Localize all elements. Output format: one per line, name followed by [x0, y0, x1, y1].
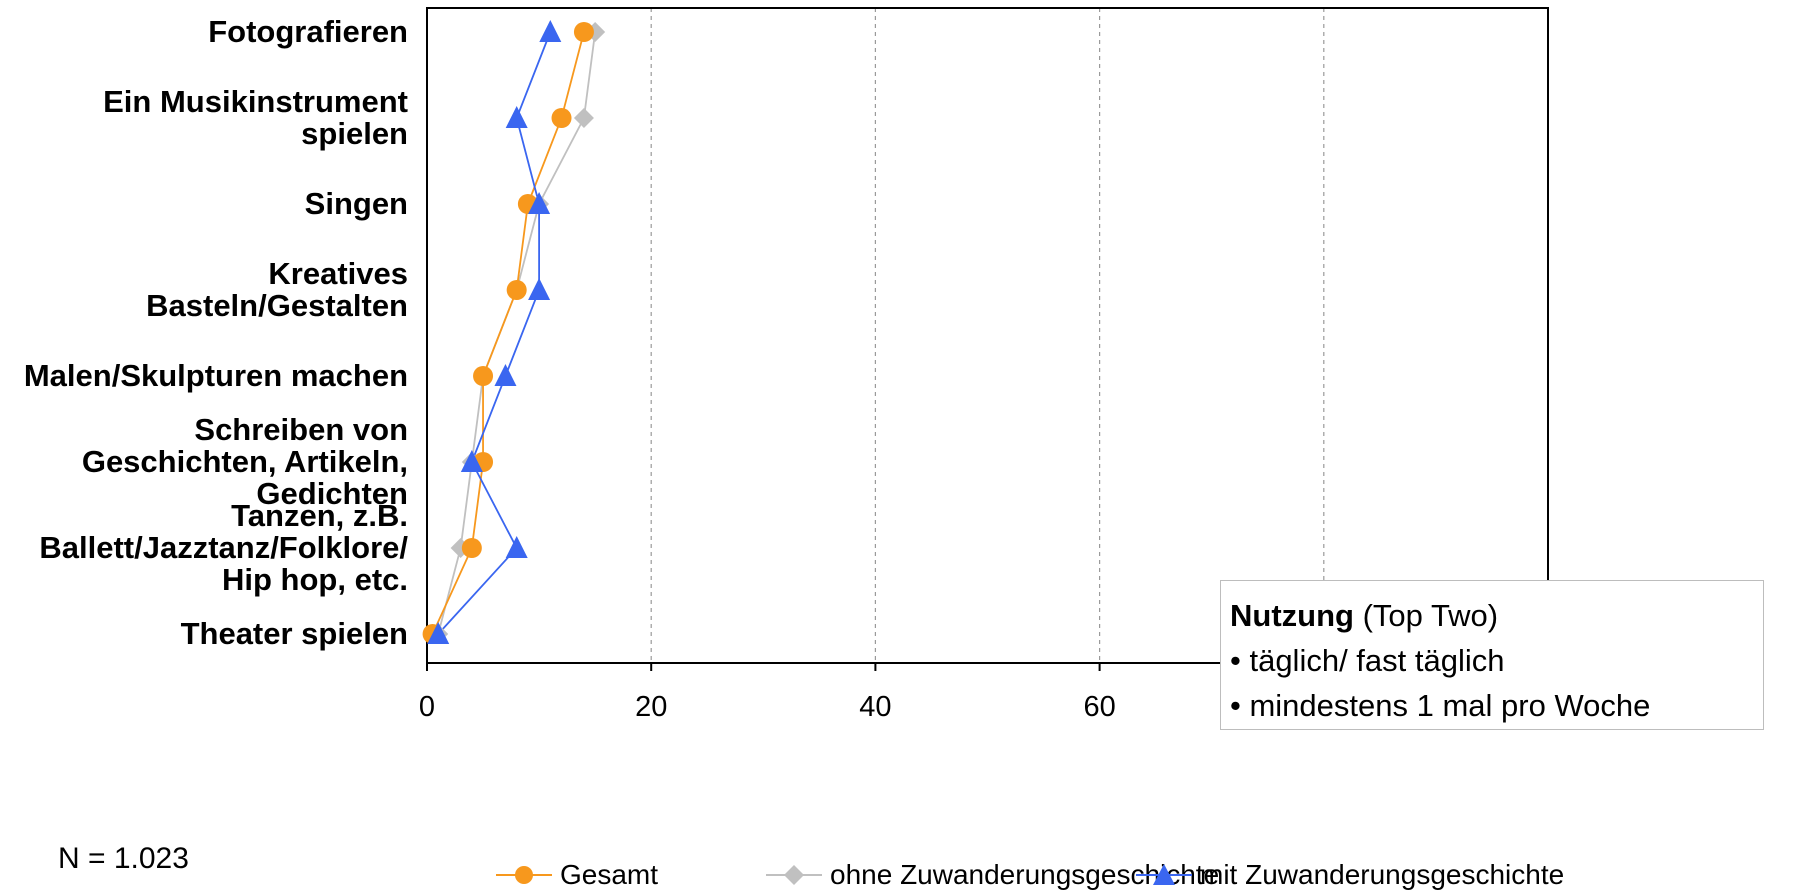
data-point-circle	[573, 22, 594, 42]
category-label: Theater spielen	[181, 616, 408, 651]
category-label: Fotografieren	[208, 14, 408, 49]
category-label: spielen	[301, 116, 408, 151]
info-box: Nutzung (Top Two) • täglich/ fast täglic…	[1220, 580, 1764, 730]
x-tick-label: 60	[1083, 691, 1115, 723]
legend-item-mit: mit Zuwanderungsgeschichte	[1134, 855, 1564, 895]
data-point-diamond	[573, 108, 594, 128]
info-box-line-1: • täglich/ fast täglich	[1230, 643, 1505, 678]
data-point-triangle	[427, 622, 450, 644]
category-label: Schreiben von	[194, 412, 408, 447]
category-label: Ein Musikinstrument	[103, 84, 408, 119]
category-label: Kreatives	[268, 256, 408, 291]
category-label: Malen/Skulpturen machen	[24, 358, 408, 393]
series-group	[422, 20, 606, 644]
data-point-triangle	[528, 192, 551, 214]
category-label: Singen	[305, 186, 408, 221]
legend-diamond-icon	[766, 865, 822, 885]
legend-triangle-icon	[1136, 864, 1192, 885]
category-label: Geschichten, Artikeln,	[82, 444, 408, 479]
x-tick-label: 0	[419, 691, 435, 723]
info-box-line-2: • mindestens 1 mal pro Woche	[1230, 688, 1651, 723]
category-label: Tanzen, z.B.	[231, 498, 408, 533]
series-line-circle	[431, 31, 585, 635]
data-point-triangle	[460, 450, 483, 472]
data-point-circle	[461, 538, 482, 558]
legend-item-gesamt: Gesamt	[494, 855, 658, 895]
info-box-title-line: Nutzung (Top Two)	[1230, 593, 1763, 638]
info-box-title: Nutzung	[1230, 598, 1354, 633]
data-point-triangle	[494, 364, 517, 386]
info-box-title-suffix: (Top Two)	[1353, 598, 1499, 633]
x-tick-label: 40	[859, 691, 891, 723]
data-point-triangle	[539, 20, 562, 42]
data-point-circle	[506, 280, 527, 300]
sample-size-note: N = 1.023	[58, 842, 189, 875]
series-line-triangle	[437, 31, 552, 635]
legend: Gesamt ohne Zuwanderungsgeschichte mit Z…	[494, 855, 1814, 895]
legend-label: Gesamt	[560, 859, 659, 890]
data-point-triangle	[505, 106, 528, 128]
grid-lines	[650, 8, 1325, 663]
category-label: Hip hop, etc.	[222, 562, 408, 597]
data-point-triangle	[528, 278, 551, 300]
category-label: Gedichten	[256, 476, 408, 511]
data-point-triangle	[505, 536, 528, 558]
plot-area	[426, 7, 1549, 664]
category-label: Basteln/Gestalten	[146, 288, 408, 323]
legend-label: mit Zuwanderungsgeschichte	[1200, 859, 1565, 890]
data-point-circle	[473, 366, 494, 386]
data-point-circle	[551, 108, 572, 128]
category-label: Ballett/Jazztanz/Folklore/	[39, 530, 408, 565]
x-tick-label: 20	[635, 691, 667, 723]
legend-circle-icon	[496, 866, 552, 884]
